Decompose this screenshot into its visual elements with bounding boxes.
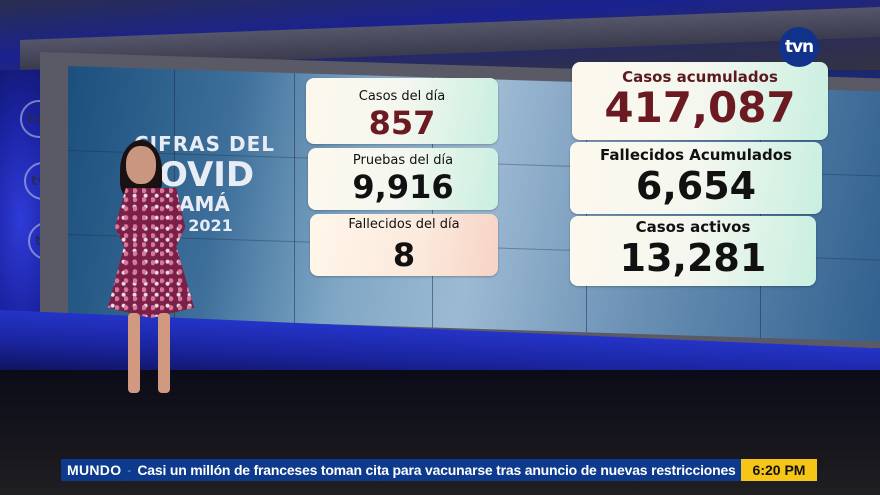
ticker-headline: Casi un millón de franceses toman cita p… bbox=[137, 462, 736, 478]
stat-card-cumulative-cases: Casos acumulados 417,087 bbox=[572, 62, 828, 140]
presenter-head bbox=[126, 146, 156, 184]
stat-label: Casos activos bbox=[635, 218, 751, 236]
tvn-logo-icon: tvn bbox=[779, 27, 819, 67]
ticker-separator: - bbox=[127, 463, 132, 477]
stat-value: 9,916 bbox=[352, 168, 454, 206]
stat-card-active-cases: Casos activos 13,281 bbox=[570, 216, 816, 286]
presenter-leg bbox=[128, 313, 140, 393]
stat-value: 8 bbox=[392, 236, 416, 274]
stat-value: 857 bbox=[368, 104, 436, 142]
presenter-leg bbox=[158, 313, 170, 393]
presenter bbox=[98, 138, 208, 408]
stat-value: 417,087 bbox=[604, 83, 796, 132]
presenter-dress bbox=[107, 188, 195, 318]
broadcast-clock: 6:20 PM bbox=[741, 459, 817, 481]
stat-label: Fallecidos del día bbox=[348, 217, 460, 232]
stat-label: Casos acumulados bbox=[622, 68, 778, 86]
stat-value: 6,654 bbox=[635, 164, 757, 208]
stat-card-cumulative-deaths: Fallecidos Acumulados 6,654 bbox=[570, 142, 822, 214]
stat-value: 13,281 bbox=[619, 236, 767, 280]
title-line-1: CIFRAS DEL bbox=[134, 132, 276, 156]
ticker-section: MUNDO bbox=[67, 462, 122, 478]
stat-card-daily-tests: Pruebas del día 9,916 bbox=[308, 148, 498, 210]
news-ticker: MUNDO - Casi un millón de franceses toma… bbox=[61, 459, 741, 481]
stat-card-daily-cases: Casos del día 857 bbox=[306, 78, 498, 144]
stat-label: Pruebas del día bbox=[352, 153, 454, 168]
stat-label: Casos del día bbox=[358, 89, 446, 104]
stat-card-daily-deaths: Fallecidos del día 8 bbox=[310, 214, 498, 276]
stat-label: Fallecidos Acumulados bbox=[600, 146, 792, 164]
